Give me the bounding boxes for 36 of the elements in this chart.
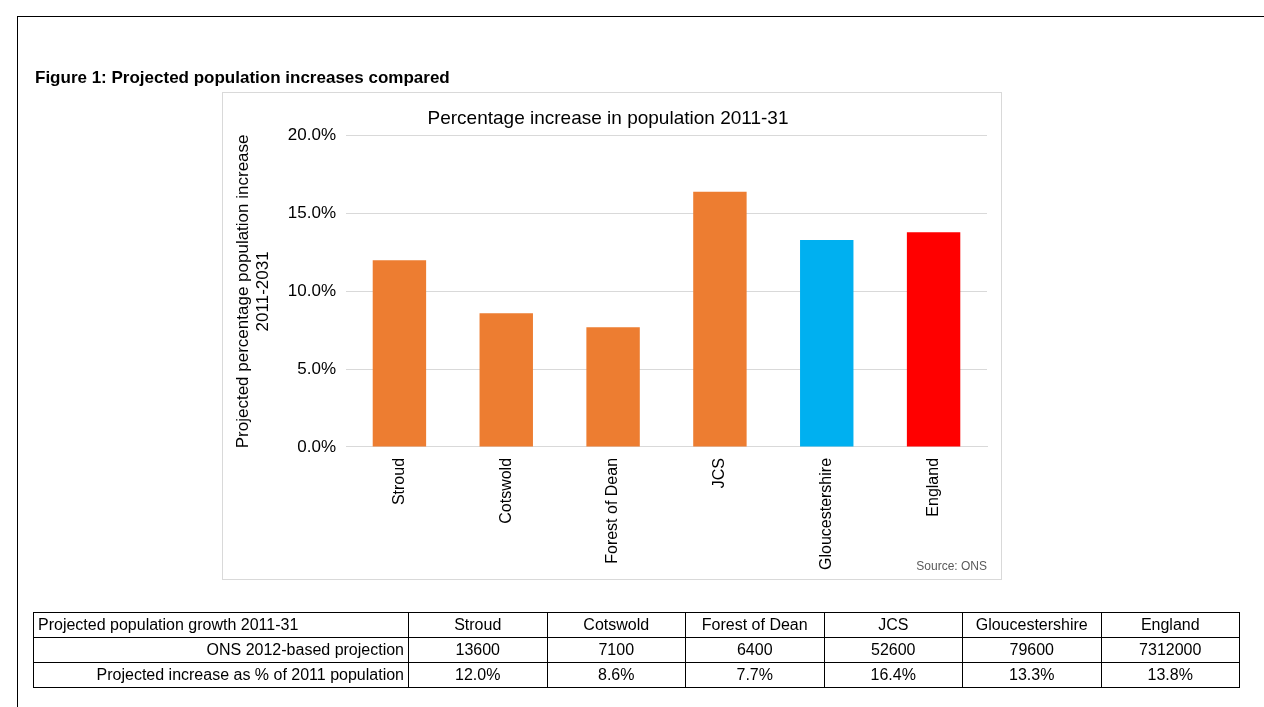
x-tick-label: Stroud — [389, 457, 407, 506]
text: 7312000 — [1101, 637, 1240, 663]
x-tick-label: JCS — [710, 457, 728, 489]
text: 12.0% — [408, 662, 547, 688]
x-tick-label: England — [923, 457, 941, 517]
y-tick-label: 5.0% — [297, 358, 336, 378]
y-tick-label: 20.0% — [287, 125, 336, 145]
x-tick-label: Gloucestershire — [817, 457, 835, 570]
text: Projected increase as % of 2011 population — [33, 662, 409, 688]
text: 7.7% — [685, 662, 824, 688]
category-label: Cotswold — [583, 616, 650, 633]
y-axis-title: Projected percentage population increase 2011-2031 — [232, 134, 273, 449]
text: 16.4% — [824, 662, 963, 688]
text: 13.3% — [962, 662, 1101, 688]
category-label: Gloucestershire — [975, 616, 1088, 633]
y-tick-label: 15.0% — [287, 203, 336, 223]
text: 79600 — [962, 637, 1101, 663]
text: 7100 — [547, 637, 686, 663]
category-label: Stroud — [454, 616, 502, 633]
text: 8.6% — [547, 662, 686, 688]
chart-subtitle: Percentage increase in population 2011-31 — [427, 106, 789, 128]
x-tick-label: Cotswold — [496, 457, 514, 524]
text: ONS 2012-based projection — [33, 637, 409, 663]
source-note: Source: ONS — [916, 559, 987, 574]
x-tick-label: Forest of Dean — [603, 457, 621, 564]
text: 52600 — [824, 637, 963, 663]
y-tick-label: 0.0% — [297, 436, 336, 456]
y-tick-label: 10.0% — [287, 281, 336, 301]
text: Projected population growth 2011-31 — [33, 612, 409, 638]
chart-title: Figure 1: Projected population increases compared — [35, 68, 450, 88]
text: 6400 — [685, 637, 824, 663]
category-label: Forest of Dean — [701, 616, 808, 633]
category-label: JCS — [878, 616, 909, 633]
text: 13.8% — [1101, 662, 1240, 688]
category-label: England — [1140, 616, 1200, 633]
text: 13600 — [408, 637, 547, 663]
